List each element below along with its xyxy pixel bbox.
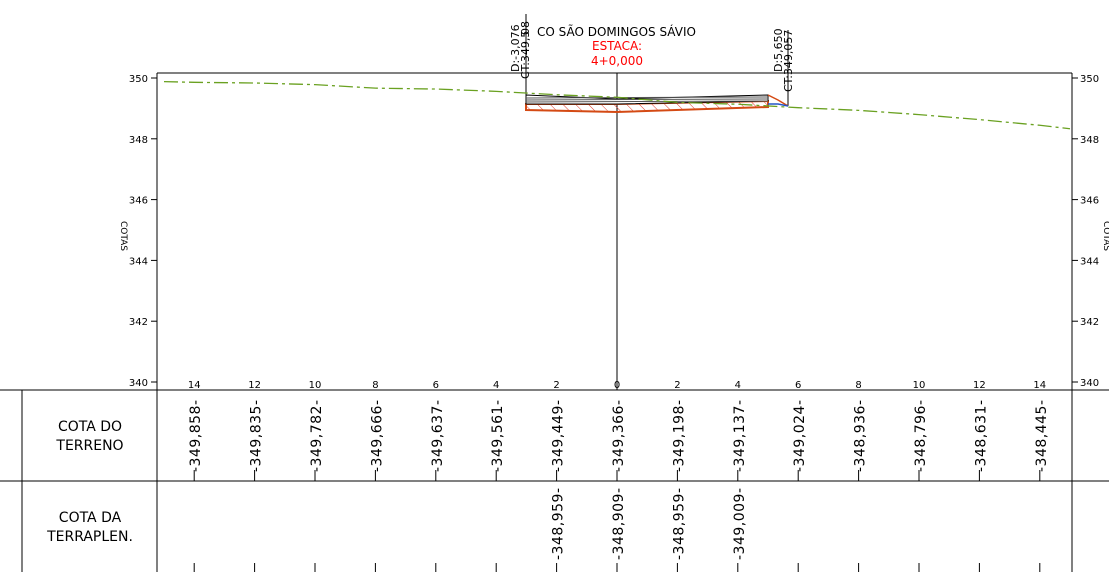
- table-values: -349,858- -349,835- -349,782- -349,666- -349…: [188, 400, 1050, 572]
- pavement-layer-line: [525, 100, 769, 103]
- table-value: -349,666-: [369, 400, 385, 473]
- row-label-terreno-line1: COTA DO: [58, 419, 122, 435]
- x-tick-label: 10: [913, 380, 926, 391]
- y-axis-left: 350 348 346 344 342 340: [129, 74, 157, 389]
- x-tick-label: 2: [553, 380, 559, 391]
- left-offset-label: D:-3,076: [509, 24, 522, 72]
- y-axis-label-left: COTAS: [118, 221, 128, 251]
- table-value: -349,137-: [732, 400, 748, 473]
- row-label-terreno-line2: TERRENO: [55, 438, 123, 454]
- table-value: -349,198-: [671, 400, 687, 473]
- x-tick-label: 14: [188, 380, 201, 391]
- x-tick-label: 2: [674, 380, 680, 391]
- section-title: CO SÃO DOMINGOS SÁVIO: [537, 24, 696, 39]
- table-value: -348,959-: [551, 488, 567, 561]
- table-value: -348,445-: [1034, 400, 1050, 473]
- y-tick-label-left: 350: [129, 74, 148, 85]
- x-tick-label: 6: [433, 380, 439, 391]
- terrain-line: [163, 80, 1071, 130]
- y-axis-label-right: COTAS: [1101, 221, 1109, 251]
- table-value: -349,561-: [490, 400, 506, 473]
- x-tick-label: 6: [795, 380, 801, 391]
- y-tick-label-left: 346: [129, 196, 148, 207]
- y-tick-label-right: 348: [1080, 135, 1099, 146]
- table-value: -348,936-: [853, 400, 869, 473]
- y-tick-label-right: 344: [1080, 256, 1099, 267]
- table-value: -348,909-: [611, 488, 627, 561]
- y-tick-label-left: 340: [129, 378, 148, 389]
- table-value: -349,782-: [309, 400, 325, 473]
- x-ticks: 14 12 10 8 6 4 2 0 2 4 6 8 10 12 14: [188, 380, 1046, 391]
- x-tick-label: 8: [372, 380, 378, 391]
- row-label-terraplen-line2: TERRAPLEN.: [46, 529, 133, 545]
- y-axis-right: 350 348 346 344 342 340: [1072, 74, 1099, 389]
- y-tick-label-right: 346: [1080, 196, 1099, 207]
- row-label-terraplen-line1: COTA DA: [59, 510, 122, 526]
- estaca-value: 4+0,000: [591, 54, 643, 68]
- table-value: -349,449-: [551, 400, 567, 473]
- table-value: -349,637-: [430, 400, 446, 473]
- x-tick-label: 12: [973, 380, 986, 391]
- y-tick-label-left: 348: [129, 135, 148, 146]
- right-slope-blue: [768, 103, 789, 107]
- table-value: -349,835-: [249, 400, 265, 473]
- chart-marks: [163, 80, 1071, 130]
- table-value: -349,366-: [611, 400, 627, 473]
- y-tick-label-left: 344: [129, 256, 148, 267]
- x-tick-label: 4: [493, 380, 499, 391]
- x-tick-label: 8: [855, 380, 861, 391]
- x-tick-label: 0: [614, 380, 620, 391]
- table-value: -348,959-: [671, 488, 687, 561]
- estaca-label: ESTACA:: [592, 39, 642, 53]
- right-slope: [767, 94, 789, 107]
- x-tick-label: 14: [1033, 380, 1046, 391]
- table-value: -349,858-: [188, 400, 204, 473]
- table-value: -349,009-: [732, 488, 748, 561]
- x-tick-label: 4: [735, 380, 741, 391]
- right-offset-label: D:5,650: [772, 28, 785, 72]
- x-tick-label: 12: [248, 380, 261, 391]
- pavement-layer-line: [525, 96, 769, 99]
- table-value: -348,631-: [973, 400, 989, 473]
- y-tick-label-right: 350: [1080, 74, 1099, 85]
- y-tick-label-left: 342: [129, 317, 148, 328]
- y-tick-label-right: 340: [1080, 378, 1099, 389]
- table-value: -349,024-: [792, 400, 808, 473]
- table-value: -348,796-: [913, 400, 929, 473]
- y-tick-label-right: 342: [1080, 317, 1099, 328]
- x-tick-label: 10: [309, 380, 322, 391]
